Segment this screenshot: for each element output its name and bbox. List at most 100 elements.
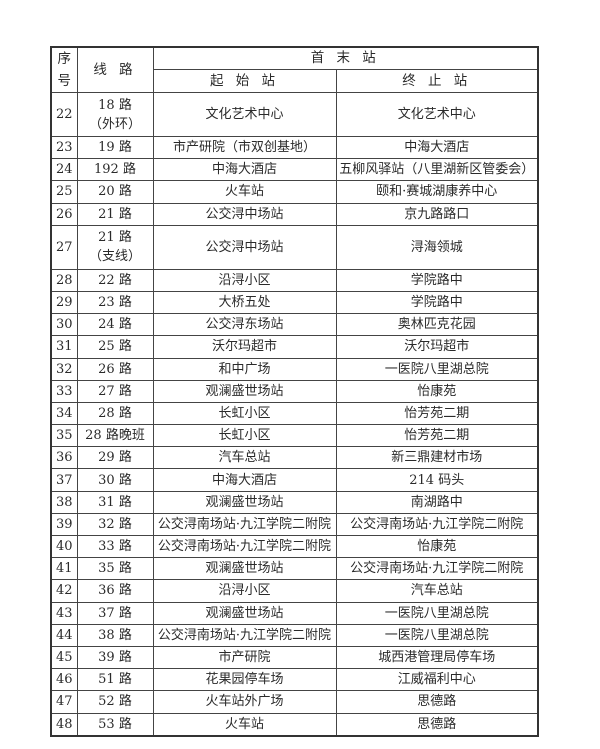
seq-cell: 48 — [50, 712, 78, 737]
route-cell: 36 路 — [76, 579, 154, 603]
seq-cell: 33 — [50, 379, 78, 403]
route-cell: 51 路 — [76, 668, 154, 692]
table-row: 30 24 路 公交浔东场站 奥林匹克花园 — [50, 313, 539, 337]
table-row: 38 31 路 观澜盛世场站 南湖路中 — [50, 490, 539, 514]
end-station-cell: 中海大酒店 — [335, 135, 539, 160]
route-name: 29 路 — [98, 450, 132, 466]
seq-cell: 45 — [50, 645, 78, 670]
start-station-cell: 公交浔南场站·九江学院二附院 — [152, 623, 337, 647]
end-station-cell: 怡芳苑二期 — [335, 401, 539, 426]
end-station-cell: 文化艺术中心 — [335, 92, 539, 137]
header-end: 终 止 站 — [335, 69, 539, 93]
end-station-cell: 思德路 — [335, 712, 539, 737]
seq-cell: 31 — [50, 335, 78, 359]
start-station-cell: 汽车总站 — [152, 446, 337, 470]
route-cell: 52 路 — [76, 690, 154, 714]
table-row: 35 28 路晚班 长虹小区 怡芳苑二期 — [50, 424, 539, 448]
route-cell: 28 路 — [76, 401, 154, 426]
route-name: 21 路 — [98, 206, 132, 222]
start-station-cell: 花果园停车场 — [152, 668, 337, 692]
start-station-cell: 长虹小区 — [152, 401, 337, 426]
route-name: 53 路 — [98, 716, 132, 732]
route-name: 18 路 — [98, 97, 132, 113]
header-seq: 序号 — [50, 46, 78, 93]
end-station-cell: 五柳风驿站（八里湖新区管委会） — [335, 158, 539, 182]
table-row: 42 36 路 沿浔小区 汽车总站 — [50, 579, 539, 603]
end-station-cell: 学院路中 — [335, 290, 539, 315]
start-station-cell: 沃尔玛超市 — [152, 335, 337, 359]
route-cell: 31 路 — [76, 490, 154, 514]
start-station-cell: 长虹小区 — [152, 424, 337, 448]
start-station-cell: 火车站外广场 — [152, 690, 337, 714]
route-cell: 22 路 — [76, 268, 154, 292]
table-body: 22 18 路 （外环） 文化艺术中心 文化艺术中心 23 19 路市产研院（市双创基地）中… — [50, 92, 539, 737]
start-station-cell: 公交浔中场站 — [152, 224, 337, 270]
start-station-cell: 文化艺术中心 — [152, 92, 337, 137]
route-cell: 20 路 — [76, 180, 154, 204]
seq-cell: 41 — [50, 557, 78, 581]
table-row: 23 19 路 市产研院（市双创基地） 中海大酒店 — [50, 135, 539, 160]
route-name: 51 路 — [98, 672, 132, 688]
route-name: 35 路 — [98, 561, 132, 577]
seq-cell: 43 — [50, 601, 78, 625]
table-row: 28 22 路 沿浔小区 学院路中 — [50, 268, 539, 292]
end-station-cell: 南湖路中 — [335, 490, 539, 514]
route-cell: 192 路 — [76, 158, 154, 182]
route-cell: 38 路 — [76, 623, 154, 647]
route-cell: 32 路 — [76, 512, 154, 537]
seq-cell: 24 — [50, 158, 78, 182]
route-cell: 23 路 — [76, 290, 154, 315]
route-name: 39 路 — [98, 650, 132, 666]
seq-cell: 37 — [50, 468, 78, 492]
route-subtitle: （外环） — [88, 116, 141, 132]
route-cell: 27 路 — [76, 379, 154, 403]
end-station-cell: 公交浔南场站·九江学院二附院 — [335, 557, 539, 581]
table-row: 48 53 路 火车站 思德路 — [50, 712, 539, 737]
route-name: 36 路 — [98, 583, 132, 599]
route-name: 28 路晚班 — [85, 428, 145, 444]
route-cell: 24 路 — [76, 313, 154, 337]
route-name: 33 路 — [98, 539, 132, 555]
route-name: 192 路 — [94, 162, 136, 178]
seq-cell: 39 — [50, 512, 78, 537]
end-station-cell: 思德路 — [335, 690, 539, 714]
end-station-cell: 京九路路口 — [335, 202, 539, 226]
start-station-cell: 观澜盛世场站 — [152, 379, 337, 403]
start-station-cell: 火车站 — [152, 180, 337, 204]
route-name: 30 路 — [98, 472, 132, 488]
seq-cell: 36 — [50, 446, 78, 470]
table-row: 31 25 路 沃尔玛超市 沃尔玛超市 — [50, 335, 539, 359]
table-row: 32 26 路 和中广场 一医院八里湖总院 — [50, 357, 539, 381]
start-station-cell: 公交浔南场站·九江学院二附院 — [152, 512, 337, 537]
seq-cell: 38 — [50, 490, 78, 514]
end-station-cell: 颐和·赛城湖康养中心 — [335, 180, 539, 204]
table-row: 37 30 路 中海大酒店 214 码头 — [50, 468, 539, 492]
route-cell: 21 路 — [76, 202, 154, 226]
route-cell: 37 路 — [76, 601, 154, 625]
table-row: 44 38 路 公交浔南场站·九江学院二附院 一医院八里湖总院 — [50, 623, 539, 647]
route-name: 23 路 — [98, 295, 132, 311]
route-name: 52 路 — [98, 694, 132, 710]
table-row: 45 39 路 市产研院 城西港管理局停车场 — [50, 645, 539, 670]
end-station-cell: 江威福利中心 — [335, 668, 539, 692]
route-cell: 53 路 — [76, 712, 154, 737]
start-station-cell: 公交浔南场站·九江学院二附院 — [152, 534, 337, 559]
seq-cell: 28 — [50, 268, 78, 292]
start-station-cell: 观澜盛世场站 — [152, 490, 337, 514]
seq-cell: 32 — [50, 357, 78, 381]
route-name: 37 路 — [98, 605, 132, 621]
start-station-cell: 中海大酒店 — [152, 158, 337, 182]
start-station-cell: 沿浔小区 — [152, 579, 337, 603]
start-station-cell: 沿浔小区 — [152, 268, 337, 292]
table-row: 41 35 路 观澜盛世场站 公交浔南场站·九江学院二附院 — [50, 557, 539, 581]
seq-cell: 22 — [50, 92, 78, 137]
route-cell: 25 路 — [76, 335, 154, 359]
route-subtitle: （支线） — [88, 249, 141, 265]
start-station-cell: 市产研院（市双创基地） — [152, 135, 337, 160]
route-name: 26 路 — [98, 361, 132, 377]
table-row: 33 27 路 观澜盛世场站 怡康苑 — [50, 379, 539, 403]
seq-cell: 27 — [50, 224, 78, 270]
start-station-cell: 公交浔中场站 — [152, 202, 337, 226]
end-station-cell: 新三鼎建材市场 — [335, 446, 539, 470]
route-name: 28 路 — [98, 405, 132, 421]
